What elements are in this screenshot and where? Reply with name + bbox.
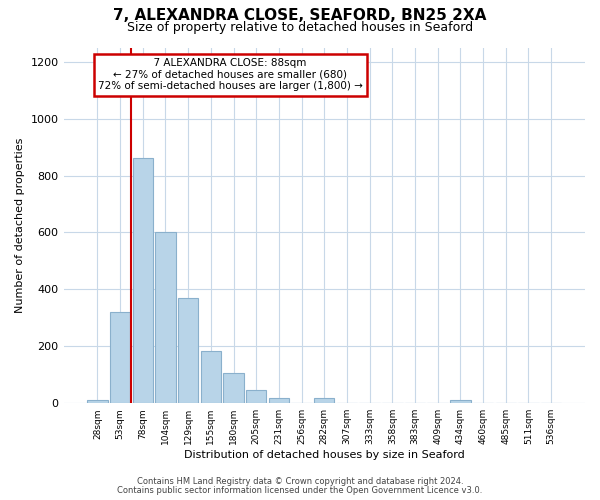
Bar [133,158,153,403]
Bar [155,232,176,403]
Text: Size of property relative to detached houses in Seaford: Size of property relative to detached ho… [127,21,473,34]
Bar [87,400,107,403]
Bar [223,374,244,403]
Text: 7, ALEXANDRA CLOSE, SEAFORD, BN25 2XA: 7, ALEXANDRA CLOSE, SEAFORD, BN25 2XA [113,8,487,22]
Bar [200,350,221,403]
Text: Contains HM Land Registry data © Crown copyright and database right 2024.: Contains HM Land Registry data © Crown c… [137,477,463,486]
Bar [269,398,289,403]
Bar [246,390,266,403]
X-axis label: Distribution of detached houses by size in Seaford: Distribution of detached houses by size … [184,450,464,460]
Text: Contains public sector information licensed under the Open Government Licence v3: Contains public sector information licen… [118,486,482,495]
Bar [178,298,199,403]
Text: 7 ALEXANDRA CLOSE: 88sqm  
← 27% of detached houses are smaller (680)
72% of sem: 7 ALEXANDRA CLOSE: 88sqm ← 27% of detach… [98,58,363,92]
Bar [110,312,130,403]
Bar [450,400,470,403]
Bar [314,398,334,403]
Y-axis label: Number of detached properties: Number of detached properties [15,138,25,313]
